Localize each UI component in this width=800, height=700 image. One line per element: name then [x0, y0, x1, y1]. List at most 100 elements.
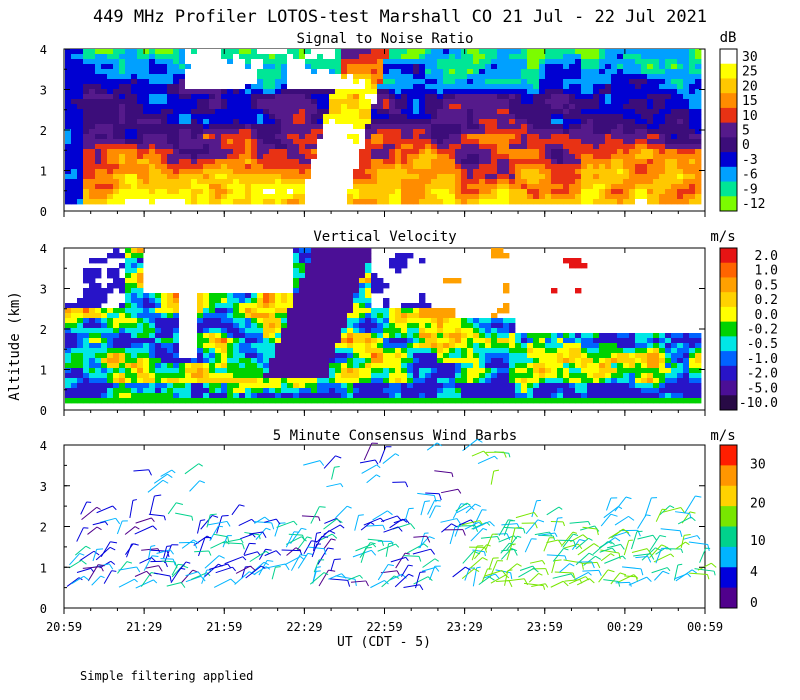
field-cell	[539, 59, 546, 65]
field-cell	[653, 368, 660, 374]
field-cell	[401, 109, 408, 115]
field-cell	[479, 114, 486, 120]
field-cell	[443, 368, 450, 374]
field-cell	[203, 154, 210, 160]
field-cell	[449, 368, 456, 374]
field-cell	[209, 124, 216, 130]
field-cell	[677, 164, 684, 170]
field-cell	[629, 333, 636, 339]
field-cell	[209, 353, 216, 359]
field-cell	[569, 194, 576, 200]
field-cell	[479, 94, 486, 100]
field-cell	[305, 263, 312, 269]
field-cell	[203, 119, 210, 125]
field-cell	[581, 179, 588, 185]
velocity-field	[65, 248, 702, 404]
field-cell	[527, 134, 534, 140]
field-cell	[551, 159, 558, 165]
field-cell	[623, 169, 630, 175]
colorbar-swatch	[720, 181, 737, 197]
field-cell	[107, 84, 114, 90]
field-cell	[359, 184, 366, 190]
field-cell	[179, 54, 186, 60]
field-cell	[425, 149, 432, 155]
field-cell	[683, 49, 690, 55]
field-cell	[155, 149, 162, 155]
field-cell	[221, 338, 228, 344]
field-cell	[71, 154, 78, 160]
field-cell	[71, 199, 78, 205]
field-cell	[599, 84, 606, 90]
field-cell	[311, 353, 318, 359]
field-cell	[269, 328, 276, 334]
field-cell	[509, 109, 516, 115]
field-cell	[305, 174, 312, 180]
field-cell	[221, 54, 228, 60]
field-cell	[335, 313, 342, 319]
field-cell	[581, 184, 588, 190]
field-cell	[299, 164, 306, 170]
field-cell	[251, 119, 258, 125]
field-cell	[305, 273, 312, 279]
field-cell	[203, 318, 210, 324]
field-cell	[65, 139, 72, 145]
field-cell	[377, 119, 384, 125]
field-cell	[353, 313, 360, 319]
field-cell	[365, 144, 372, 150]
field-cell	[623, 124, 630, 130]
field-cell	[209, 363, 216, 369]
field-cell	[503, 59, 510, 65]
field-cell	[365, 129, 372, 135]
field-cell	[659, 64, 666, 70]
field-cell	[269, 298, 276, 304]
field-cell	[689, 89, 696, 95]
field-cell	[131, 248, 138, 254]
field-cell	[461, 104, 468, 110]
field-cell	[551, 134, 558, 140]
field-cell	[311, 184, 318, 190]
field-cell	[113, 189, 120, 195]
field-cell	[179, 333, 186, 339]
field-cell	[503, 348, 510, 354]
field-cell	[365, 179, 372, 185]
field-cell	[323, 69, 330, 75]
field-cell	[335, 124, 342, 130]
field-cell	[677, 144, 684, 150]
field-cell	[359, 288, 366, 294]
field-cell	[569, 64, 576, 70]
field-cell	[119, 328, 126, 334]
field-cell	[95, 164, 102, 170]
field-cell	[527, 164, 534, 170]
field-cell	[83, 343, 90, 349]
field-cell	[197, 84, 204, 90]
field-cell	[371, 94, 378, 100]
field-cell	[167, 338, 174, 344]
field-cell	[143, 174, 150, 180]
field-cell	[515, 124, 522, 130]
field-cell	[383, 109, 390, 115]
field-cell	[89, 69, 96, 75]
field-cell	[89, 328, 96, 334]
field-cell	[71, 159, 78, 165]
field-cell	[443, 129, 450, 135]
field-cell	[173, 139, 180, 145]
field-cell	[629, 139, 636, 145]
field-cell	[155, 84, 162, 90]
field-cell	[539, 154, 546, 160]
field-cell	[149, 343, 156, 349]
field-cell	[275, 303, 282, 309]
field-cell	[365, 114, 372, 120]
field-cell	[467, 64, 474, 70]
field-cell	[179, 343, 186, 349]
field-cell	[365, 358, 372, 364]
field-cell	[467, 174, 474, 180]
field-cell	[377, 104, 384, 110]
field-cell	[371, 84, 378, 90]
field-cell	[275, 114, 282, 120]
field-cell	[617, 149, 624, 155]
field-cell	[131, 253, 138, 259]
field-cell	[83, 94, 90, 100]
field-cell	[371, 358, 378, 364]
field-cell	[233, 99, 240, 105]
